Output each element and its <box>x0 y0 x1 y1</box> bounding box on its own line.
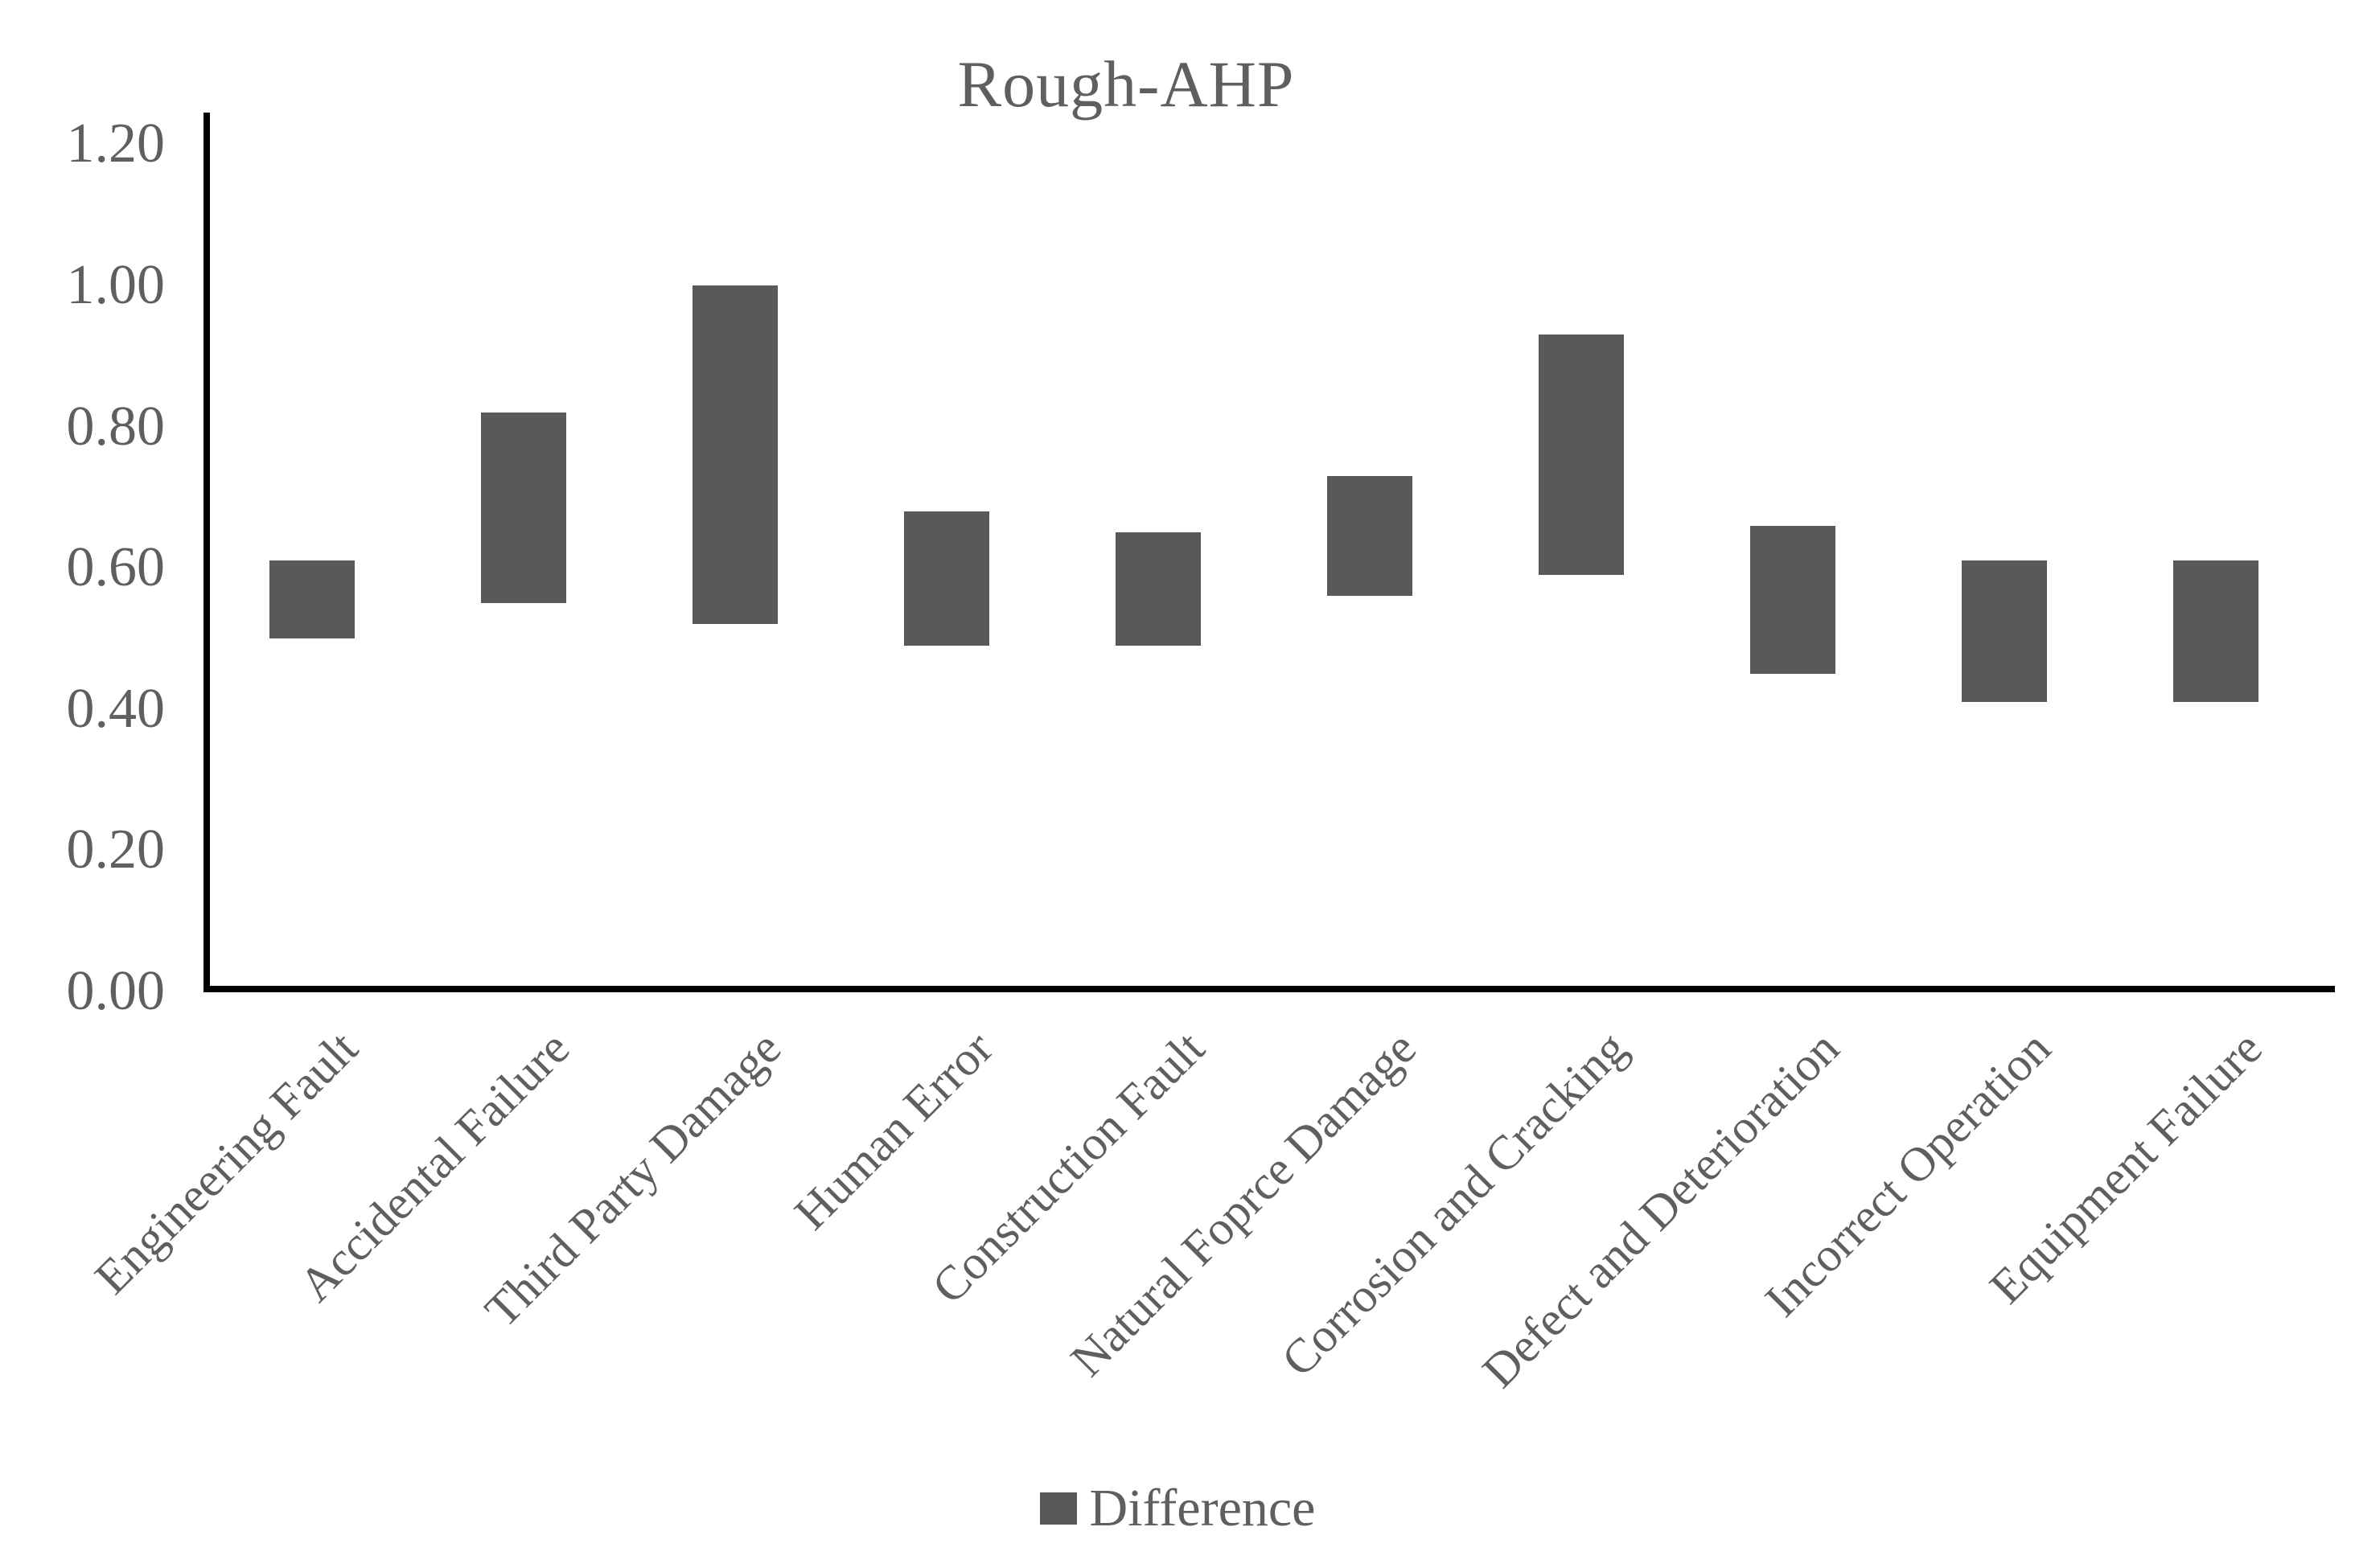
legend-label: Difference <box>1089 1479 1316 1537</box>
legend-marker-square-icon <box>1039 1492 1077 1525</box>
bar <box>1962 560 2047 702</box>
y-axis-tick-label: 1.00 <box>66 254 166 316</box>
y-axis-tick-label: 0.00 <box>66 960 166 1022</box>
bar <box>481 413 566 604</box>
bar <box>1327 476 1412 597</box>
y-axis-tick-label: 0.20 <box>66 819 166 881</box>
bar <box>1539 335 1624 575</box>
chart-title: Rough-AHP <box>957 47 1295 121</box>
legend: Difference <box>0 1482 2355 1535</box>
y-axis-tick-label: 0.40 <box>66 677 166 740</box>
bar <box>904 511 989 646</box>
bar <box>1750 525 1835 674</box>
y-axis-line <box>203 113 210 992</box>
bar <box>269 560 355 638</box>
x-axis-line <box>203 986 2335 992</box>
y-axis-tick-label: 0.60 <box>66 536 166 599</box>
category-label: Defect and Deterioration <box>1472 1020 1849 1398</box>
y-axis-tick-label: 1.20 <box>66 113 166 175</box>
bar <box>1116 532 1201 646</box>
category-label: Natural Foprce Damage <box>1060 1020 1426 1387</box>
category-label: Corrosion and Cracking <box>1272 1020 1638 1387</box>
y-axis-tick-label: 0.80 <box>66 395 166 458</box>
category-label: Human Error <box>783 1020 1003 1240</box>
bar <box>693 285 778 625</box>
bar <box>2173 560 2258 702</box>
